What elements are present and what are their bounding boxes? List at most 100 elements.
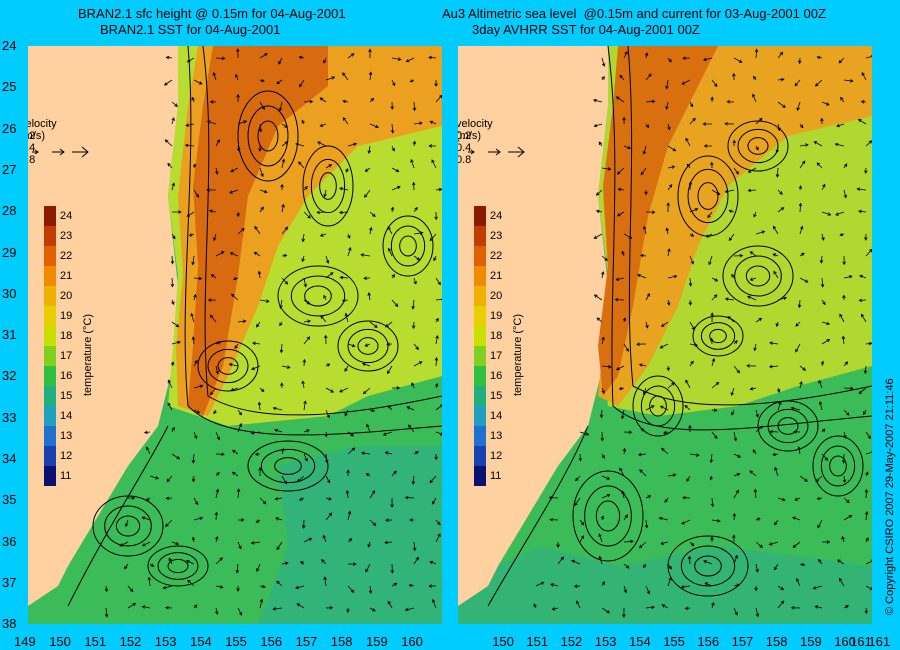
sea-level-contour — [627, 46, 872, 406]
current-arrow — [843, 163, 848, 169]
sea-level-contour — [304, 285, 332, 307]
current-arrow — [368, 71, 373, 81]
current-arrow — [576, 600, 581, 609]
current-arrow — [347, 562, 357, 566]
current-arrow — [710, 312, 714, 323]
current-arrow — [863, 365, 868, 375]
current-arrow — [843, 386, 854, 391]
current-arrow — [347, 510, 352, 521]
current-arrow — [645, 73, 652, 81]
latitude-label: 38 — [2, 616, 17, 632]
colorbar-tick-label: 18 — [60, 330, 73, 342]
colorbar-tick-label: 20 — [60, 290, 73, 302]
current-arrow — [323, 294, 327, 301]
sea-level-contour — [67, 425, 169, 607]
sea-level-contour — [700, 322, 736, 350]
current-arrow — [228, 362, 239, 367]
current-arrow — [601, 271, 605, 279]
current-arrow — [617, 187, 625, 192]
current-arrow — [193, 497, 199, 506]
longitude-label: 155 — [663, 634, 685, 649]
current-arrow — [813, 141, 823, 147]
current-arrow — [816, 162, 823, 169]
current-arrow — [688, 277, 693, 287]
latitude-label: 28 — [2, 203, 17, 219]
sea-level-contour — [632, 375, 684, 437]
current-arrow — [820, 360, 825, 367]
current-arrow — [601, 57, 606, 67]
current-arrow — [413, 255, 421, 261]
colorbar-swatch — [474, 406, 486, 427]
longitude-label: 149 — [14, 634, 36, 649]
colorbar-swatch — [474, 386, 486, 407]
current-arrow — [711, 357, 716, 367]
current-arrow — [799, 475, 808, 482]
sea-level-contour — [347, 328, 389, 364]
current-arrow — [747, 188, 757, 193]
current-arrow — [579, 535, 585, 543]
colorbar-tick-label: 24 — [60, 210, 73, 222]
current-arrow — [643, 563, 647, 569]
current-arrow — [775, 321, 779, 327]
current-arrow — [821, 339, 831, 345]
current-arrow — [186, 211, 195, 217]
current-arrow — [821, 211, 832, 216]
current-arrow — [191, 536, 196, 543]
current-arrow — [185, 123, 195, 127]
current-arrow — [843, 189, 848, 199]
current-arrow — [234, 343, 239, 349]
current-arrow — [755, 607, 760, 618]
current-arrow — [548, 495, 559, 500]
current-arrow — [347, 447, 356, 455]
current-arrow — [192, 163, 197, 169]
current-arrow — [237, 541, 242, 550]
current-arrow — [303, 299, 311, 305]
ocean-sst-south — [458, 546, 872, 624]
current-arrow — [412, 541, 417, 552]
current-arrow — [710, 337, 714, 345]
current-arrow — [799, 143, 809, 147]
current-arrow — [662, 430, 669, 435]
current-arrow — [165, 496, 173, 500]
current-arrow — [185, 560, 195, 565]
current-arrow — [434, 211, 438, 221]
current-arrow — [404, 607, 415, 612]
current-arrow — [347, 142, 358, 147]
current-arrow — [843, 431, 847, 439]
current-arrow — [557, 556, 564, 565]
current-arrow — [171, 453, 181, 460]
current-arrow — [623, 585, 627, 594]
current-arrow — [689, 321, 695, 331]
current-arrow — [711, 294, 718, 301]
current-arrow — [642, 387, 647, 396]
current-arrow — [579, 431, 590, 436]
current-arrow — [256, 563, 261, 572]
current-arrow — [621, 250, 625, 257]
current-arrow — [636, 274, 647, 279]
colorbar-swatch — [474, 466, 486, 486]
current-arrow — [754, 585, 758, 592]
current-arrow — [818, 400, 823, 411]
current-arrow — [256, 321, 261, 328]
current-arrow — [229, 189, 239, 194]
current-arrow — [364, 189, 371, 198]
current-arrow — [237, 227, 245, 235]
current-arrow — [858, 209, 867, 214]
current-arrow — [726, 100, 735, 104]
right-title-line1: Au3 Altimetric sea level @0.15m and curr… — [442, 6, 826, 21]
longitude-label: 154 — [629, 634, 651, 649]
sea-level-contour — [310, 158, 346, 214]
current-arrow — [689, 541, 695, 547]
current-arrow — [237, 409, 242, 416]
current-arrow — [303, 277, 308, 288]
current-arrow — [728, 209, 735, 213]
current-arrow — [644, 52, 649, 59]
current-arrow — [428, 55, 437, 60]
right-map-panel: velocity (m/s) 0.2 0.4 0.8 24 23 22 21 20 19 1… — [458, 46, 872, 624]
current-arrow — [818, 558, 823, 565]
velocity-value-1: 0.4 — [458, 142, 472, 154]
current-arrow — [797, 299, 802, 309]
current-arrow — [724, 297, 735, 301]
current-arrow — [689, 101, 694, 108]
longitude-label: 159 — [366, 634, 388, 649]
